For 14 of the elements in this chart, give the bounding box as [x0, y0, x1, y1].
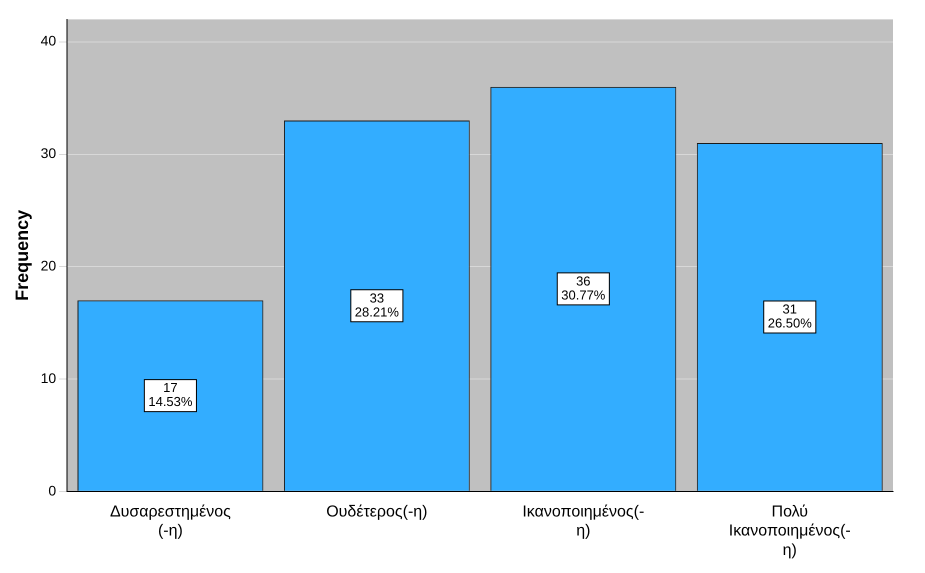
y-axis-title: Frequency [12, 210, 32, 301]
data-label: 33 28.21% [354, 290, 400, 320]
x-tick-label: Δυσαρεστημένος (-η) [110, 503, 232, 540]
y-tick-label: 40 [40, 32, 56, 49]
y-tick-label: 20 [40, 257, 56, 274]
data-label: 17 14.53% [148, 380, 193, 410]
x-tick-label: Ουδέτερος(-η) [326, 503, 428, 520]
y-tick-label: 10 [40, 370, 56, 386]
data-label: 36 30.77% [561, 273, 606, 302]
y-tick-label: 0 [48, 482, 56, 498]
x-tick-label: Πολύ Ικανοποιημένος(-η) [728, 503, 851, 559]
x-tick-label: Ικανοποιημένος(-η) [522, 503, 644, 540]
data-label: 31 26.50% [768, 302, 812, 331]
y-tick-label: 30 [40, 145, 56, 162]
